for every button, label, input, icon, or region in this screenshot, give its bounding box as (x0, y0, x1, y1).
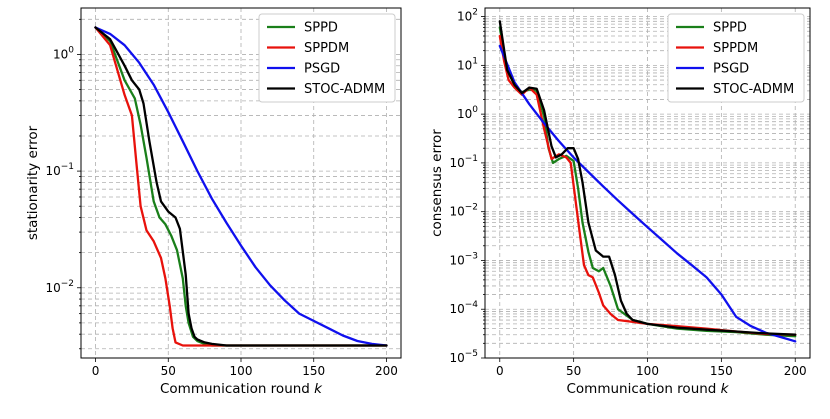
legend: SPPD SPPDM PSGD STOC-ADMM (667, 13, 805, 103)
legend-label: SPPDM (304, 41, 349, 56)
x-tick-label: 200 (375, 364, 398, 378)
legend-label: PSGD (304, 62, 340, 77)
y-tick-label: 101 (457, 56, 478, 72)
y-axis-label: stationarity error (25, 125, 41, 240)
x-tick-label: 0 (496, 364, 504, 378)
series-line-sppdm (94, 26, 388, 347)
x-tick-label: 150 (302, 364, 325, 378)
y-tick-label: 100 (53, 45, 74, 61)
x-axis-label: Communication round k (160, 381, 323, 397)
series-line-psgd (94, 26, 388, 347)
y-tick-label: 10−1 (45, 162, 74, 178)
legend: SPPD SPPDM PSGD STOC-ADMM (258, 13, 396, 103)
legend-label: SPPD (304, 21, 338, 36)
x-tick-label: 0 (92, 364, 100, 378)
legend-box (667, 13, 805, 103)
series-line-sppd (94, 26, 388, 347)
y-tick-label: 10−2 (45, 279, 74, 295)
x-tick-label: 150 (710, 364, 733, 378)
x-tick-label: 50 (566, 364, 581, 378)
stationarity-error-chart: 0 50 100 150 200 100 10−1 10−2 Communication rou… (25, 7, 402, 397)
x-tick-label: 100 (230, 364, 253, 378)
x-tick-label: 50 (161, 364, 176, 378)
consensus-error-chart: 0 50 100 150 200 102 101 100 10−1 10−2 10−3 10−4 10−… (429, 7, 811, 397)
x-tick-label: 100 (636, 364, 659, 378)
legend-label: STOC-ADMM (713, 82, 794, 97)
y-tick-label: 10−5 (449, 349, 478, 365)
legend-label: SPPDM (713, 41, 758, 56)
y-axis-label: consensus error (429, 129, 445, 237)
x-axis-label: Communication round k (566, 381, 729, 397)
y-tick-label: 10−4 (449, 300, 478, 316)
y-tick-label: 10−1 (449, 154, 478, 170)
legend-label: SPPD (713, 21, 747, 36)
series-line-stoc-admm (498, 20, 797, 336)
legend-label: STOC-ADMM (304, 82, 385, 97)
legend-label: PSGD (713, 62, 749, 77)
legend-box (258, 13, 396, 103)
series-group (94, 26, 388, 347)
y-tick-label: 100 (457, 105, 478, 121)
y-tick-label: 10−2 (449, 203, 478, 219)
series-group (498, 20, 797, 343)
x-tick-label: 200 (784, 364, 807, 378)
y-tick-label: 102 (457, 8, 478, 24)
y-tick-label: 10−3 (449, 251, 478, 267)
series-line-stoc-admm (94, 26, 388, 347)
